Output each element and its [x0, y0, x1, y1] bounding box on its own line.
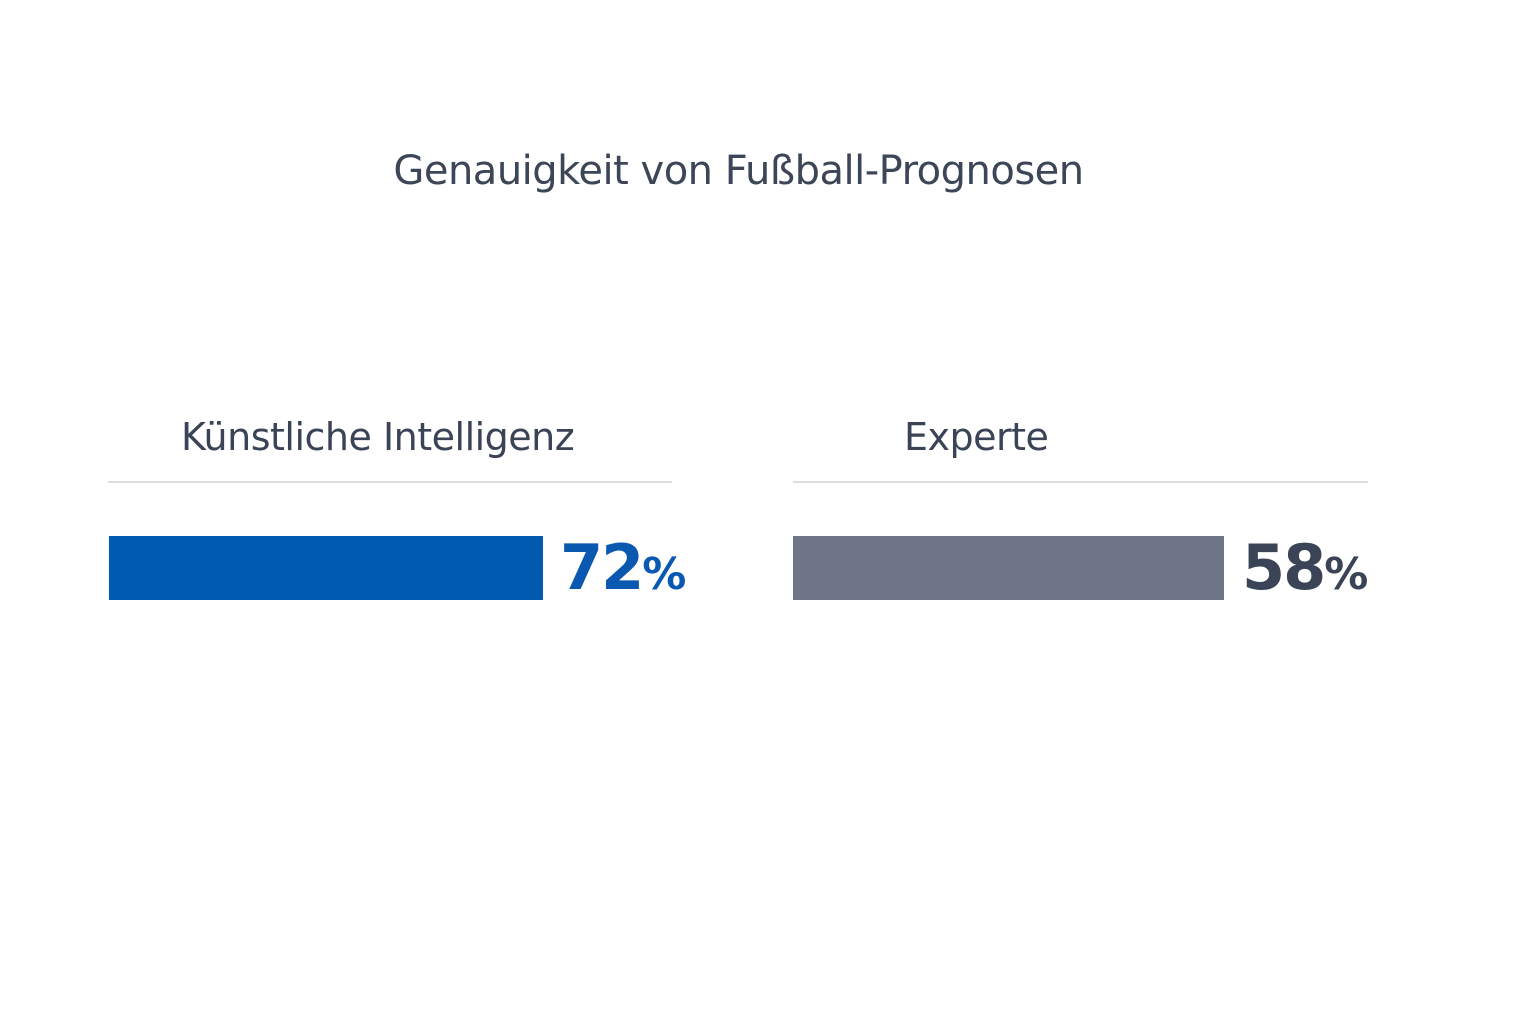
value-experte-number: 58 — [1242, 531, 1326, 604]
bar-ki — [109, 536, 543, 600]
chart-title: Genauigkeit von Fußball-Prognosen — [393, 148, 1084, 194]
divider-experte — [793, 481, 1368, 483]
bar-experte — [793, 536, 1224, 600]
panel-label-experte: Experte — [904, 415, 1049, 459]
divider-ki — [108, 481, 672, 483]
value-experte-unit: % — [1324, 549, 1369, 600]
panel-label-ki: Künstliche Intelligenz — [181, 415, 575, 459]
value-ki-number: 72 — [560, 531, 644, 604]
value-ki: 72% — [560, 531, 686, 604]
value-experte: 58% — [1242, 531, 1368, 604]
value-ki-unit: % — [642, 549, 687, 600]
